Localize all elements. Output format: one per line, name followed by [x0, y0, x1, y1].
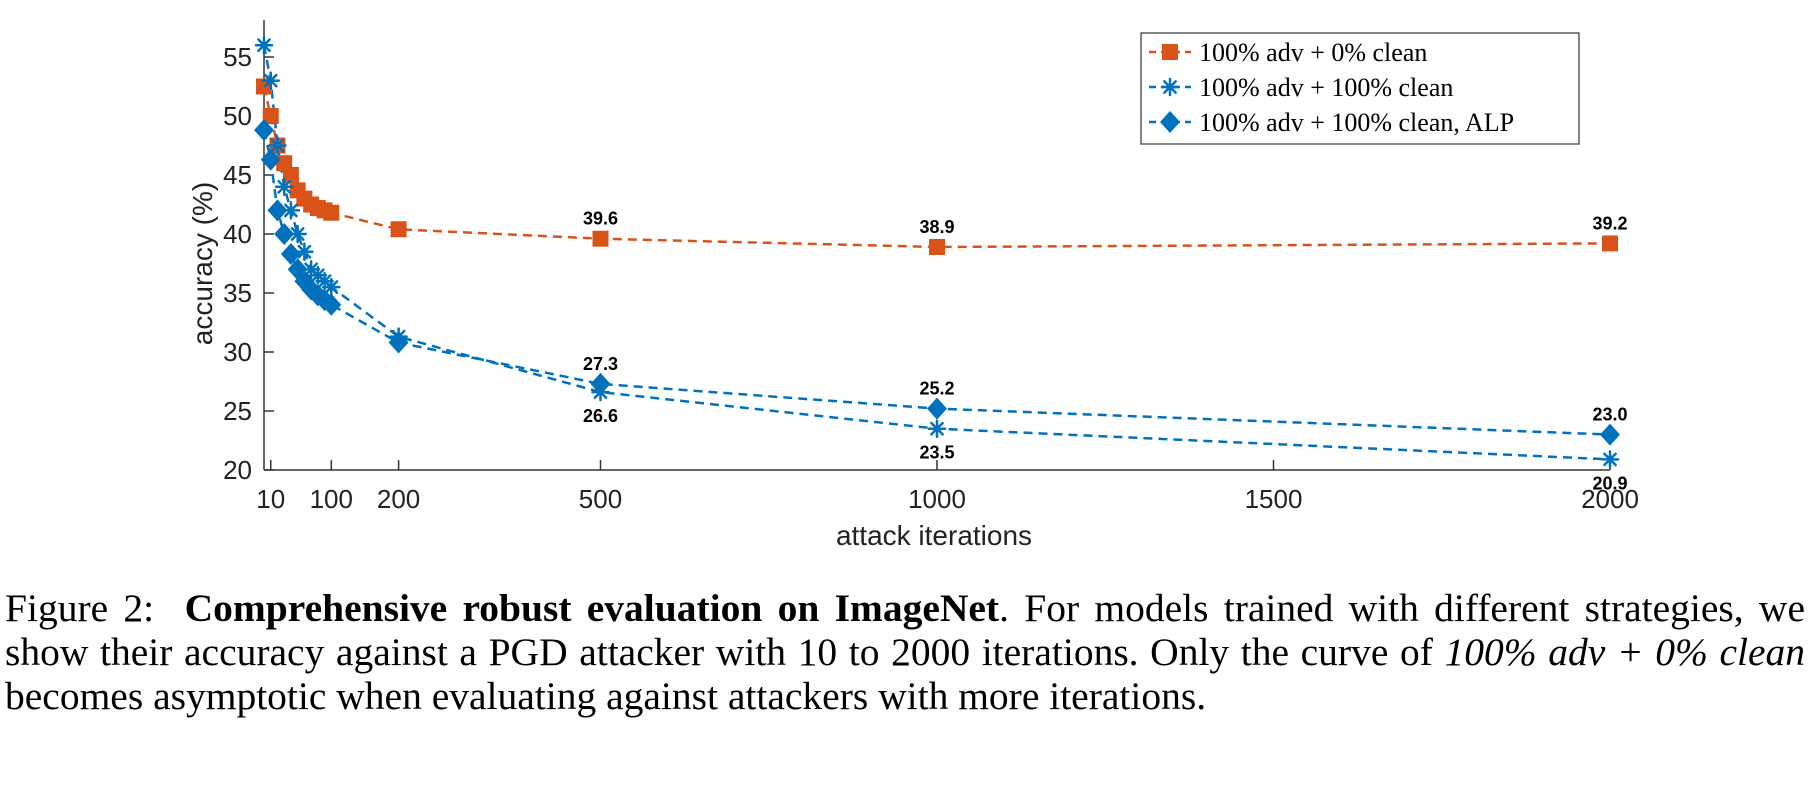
- data-label: 26.6: [583, 406, 618, 426]
- asterisk-stroke: [1163, 80, 1177, 94]
- data-label: 38.9: [919, 217, 954, 237]
- data-point-series-1: [390, 221, 407, 238]
- caption-italic: 100% adv + 0% clean: [1444, 630, 1805, 674]
- data-label: 23.5: [919, 443, 954, 463]
- data-point-series-3: [280, 243, 301, 266]
- data-label: 23.0: [1592, 405, 1627, 425]
- data-point-series-2: [268, 136, 287, 155]
- data-label: 25.2: [919, 379, 954, 399]
- asterisk-stroke: [270, 138, 285, 153]
- data-point-series-3: [590, 372, 611, 395]
- x-tick-label: 1500: [1245, 484, 1303, 514]
- x-tick-label: 10: [256, 484, 285, 514]
- y-tick-label: 45: [223, 160, 252, 190]
- x-axis-label: attack iterations: [836, 520, 1032, 551]
- data-point-series-3: [321, 293, 342, 316]
- axes: 20 25 30 35 40 45 50 55 10 100 200 500 1000 1500 2000: [223, 20, 1639, 514]
- y-axis-label: accuracy (%): [187, 182, 218, 345]
- x-tick-label: 2000: [1581, 484, 1639, 514]
- data-point-series-2: [927, 419, 947, 438]
- x-tick-label: 500: [579, 484, 622, 514]
- asterisk-stroke: [257, 38, 271, 53]
- data-point-series-2: [295, 242, 314, 261]
- data-point-series-1: [262, 108, 279, 124]
- data-label: 20.9: [1592, 473, 1627, 493]
- data-point-series-2: [1600, 450, 1620, 469]
- data-point-series-1: [1602, 235, 1618, 252]
- data-label: 27.3: [583, 354, 618, 374]
- asterisk-stroke: [263, 73, 278, 88]
- asterisk-stroke: [930, 421, 944, 436]
- data-point-series-2: [261, 71, 280, 90]
- caption-text-1: . For models trained with different stra…: [5, 586, 1805, 674]
- data-point-series-2: [274, 177, 294, 197]
- asterisk-stroke: [284, 203, 298, 218]
- legend-marker-2: [1160, 77, 1180, 97]
- data-point-series-3: [260, 148, 281, 171]
- data-point-series-2: [254, 35, 274, 55]
- legend-entry-2: 100% adv + 100% clean: [1199, 73, 1453, 102]
- data-label: 39.2: [1592, 213, 1627, 233]
- asterisk-stroke: [290, 227, 305, 241]
- data-point-series-3: [274, 223, 295, 245]
- asterisk-stroke: [297, 244, 312, 259]
- legend: 100% adv + 0% clean 100% adv + 100% clean…: [1140, 32, 1580, 145]
- data-labels: 39.6 38.9 39.2 26.6 23.5 20.9 27.3 25.2 23.0: [583, 209, 1628, 494]
- data-point-series-3: [927, 397, 947, 420]
- legend-marker-3: [1160, 111, 1180, 133]
- x-tick-label: 200: [377, 484, 420, 514]
- legend-box: [1140, 32, 1580, 145]
- data-point-series-1: [323, 204, 340, 221]
- data-point-series-3: [1600, 423, 1620, 446]
- y-tick-label: 50: [223, 101, 252, 131]
- asterisk-stroke: [324, 280, 339, 295]
- y-tick-label: 20: [223, 455, 252, 485]
- data-point-series-1: [282, 167, 299, 183]
- data-point-series-1: [929, 238, 945, 255]
- legend-marker-1: [1162, 44, 1178, 60]
- data-point-series-3: [267, 199, 288, 222]
- data-point-series-3: [254, 119, 274, 142]
- caption-prefix: Figure 2:: [5, 586, 155, 630]
- data-point-series-3: [388, 331, 409, 354]
- y-tick-label: 35: [223, 278, 252, 308]
- legend-entry-3: 100% adv + 100% clean, ALP: [1199, 108, 1514, 137]
- caption-bold: Comprehensive robust evaluation on Image…: [184, 586, 1000, 630]
- x-tick-label: 100: [310, 484, 353, 514]
- caption-text-2: becomes asymptotic when evaluating again…: [5, 674, 1207, 718]
- asterisk-stroke: [277, 179, 292, 194]
- y-tick-label: 30: [223, 337, 252, 367]
- data-point-series-1: [592, 230, 609, 247]
- data-point-series-2: [322, 277, 341, 297]
- series-markers: [254, 35, 1620, 469]
- x-tick-label: 1000: [908, 484, 966, 514]
- figure-caption: Figure 2: Comprehensive robust evaluatio…: [5, 586, 1805, 718]
- y-tick-label: 25: [223, 396, 252, 426]
- asterisk-stroke: [1603, 452, 1617, 467]
- data-label: 39.6: [583, 209, 618, 229]
- y-tick-label: 55: [223, 42, 252, 72]
- y-tick-label: 40: [223, 219, 252, 249]
- legend-entry-1: 100% adv + 0% clean: [1199, 38, 1427, 67]
